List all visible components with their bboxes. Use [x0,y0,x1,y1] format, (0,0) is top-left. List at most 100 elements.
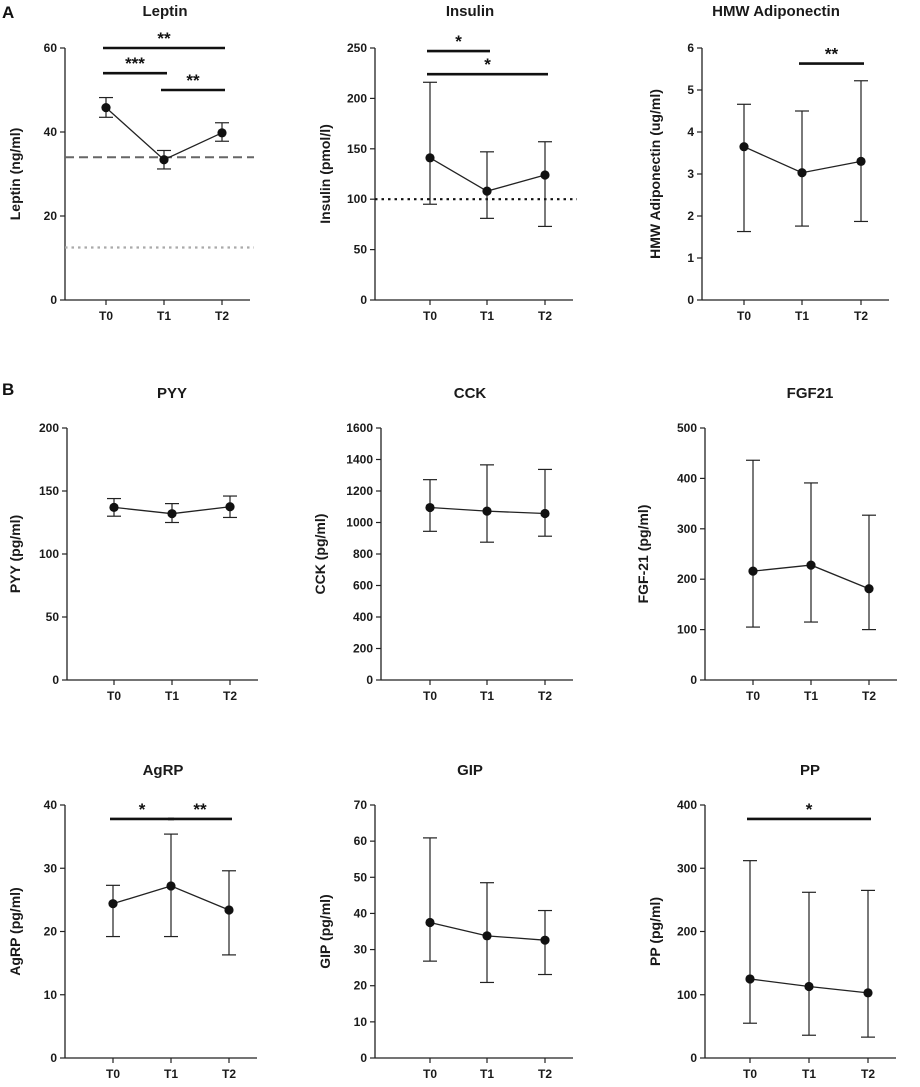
x-tick-label: T1 [164,1067,178,1081]
x-tick-label: T0 [737,309,751,323]
x-tick-label: T1 [480,309,494,323]
x-tick-label: T0 [99,309,113,323]
y-tick-label: 100 [347,192,367,206]
y-axis-label: GIP (pg/ml) [317,894,333,968]
y-tick-label: 300 [677,861,697,875]
y-tick-label: 200 [677,572,697,586]
y-tick-label: 0 [690,673,697,687]
chart-fgf21: FGF21 FGF-21 (pg/ml) 0 100 200 300 400 500 T0 T1 T… [635,385,897,703]
data-point-t1 [166,881,176,891]
y-axis-label: Leptin (ng/ml) [7,128,23,221]
y-tick-label: 50 [354,870,368,884]
y-tick-label: 40 [44,798,58,812]
x-tick-label: T0 [423,1067,437,1081]
data-point-t2 [540,935,550,945]
y-tick-label: 1200 [346,484,373,498]
chart-title: FGF21 [787,385,834,402]
y-tick-label: 200 [677,925,697,939]
panel-label-a: A [2,3,14,22]
y-axis-label: HMW Adiponectin (ug/ml) [647,89,663,259]
chart-title: PP [800,762,820,779]
y-tick-label: 20 [44,925,58,939]
chart-title: HMW Adiponectin [712,3,840,20]
chart-gip: GIP GIP (pg/ml) 0 10 20 30 40 50 60 70 T0 T1 T2 [317,762,573,1081]
y-tick-label: 70 [354,798,368,812]
chart-title: GIP [457,762,483,779]
significance-label: * [139,800,146,819]
y-tick-label: 0 [52,673,59,687]
y-tick-label: 60 [354,834,368,848]
y-tick-label: 250 [347,41,367,55]
data-point-t0 [101,103,111,113]
chart-title: Insulin [446,3,494,20]
data-point-t0 [425,153,435,163]
y-axis-label: PP (pg/ml) [647,897,663,966]
x-tick-label: T0 [743,1067,757,1081]
y-tick-label: 1400 [346,453,373,467]
data-point-t2 [224,905,234,915]
x-tick-label: T1 [157,309,171,323]
y-tick-label: 2 [687,209,694,223]
y-tick-label: 60 [44,41,58,55]
x-tick-label: T0 [746,689,760,703]
y-tick-label: 0 [50,1051,57,1065]
chart-hmw-adiponectin: HMW Adiponectin HMW Adiponectin (ug/ml) 0 1… [647,3,889,323]
y-tick-label: 400 [353,610,373,624]
data-point-t0 [109,502,119,512]
x-tick-label: T2 [215,309,229,323]
y-tick-label: 0 [690,1051,697,1065]
chart-cck: CCK CCK (pg/ml) 0 200 400 600 800 1000 1200 1400 1… [312,385,573,703]
data-point-t2 [856,156,866,166]
y-tick-label: 100 [39,547,59,561]
data-point-t1 [482,186,492,196]
y-tick-label: 100 [677,988,697,1002]
y-tick-label: 200 [353,642,373,656]
y-axis-label: AgRP (pg/ml) [7,887,23,975]
y-tick-label: 100 [677,623,697,637]
y-tick-label: 150 [39,484,59,498]
data-point-t0 [745,974,755,984]
chart-pyy: PYY PYY (pg/ml) 0 50 100 150 200 T0 T1 T2 [7,385,258,703]
y-tick-label: 50 [46,610,60,624]
y-tick-label: 300 [677,522,697,536]
significance-label: ** [157,29,171,48]
data-point-t0 [425,502,435,513]
x-tick-label: T2 [538,309,552,323]
x-tick-label: T0 [106,1067,120,1081]
y-tick-label: 0 [360,1051,367,1065]
data-point-t2 [540,170,550,180]
data-point-t1 [482,931,492,941]
data-point-t1 [482,506,492,516]
y-tick-label: 30 [354,943,368,957]
data-point-t0 [425,917,435,928]
chart-title: AgRP [143,762,184,779]
y-tick-label: 200 [39,421,59,435]
y-tick-label: 0 [360,293,367,307]
chart-pp: PP PP (pg/ml) 0 100 200 300 400 T0 T1 T2 * [647,762,896,1081]
y-tick-label: 500 [677,421,697,435]
y-tick-label: 30 [44,861,58,875]
x-tick-label: T2 [861,1067,875,1081]
x-tick-label: T2 [538,689,552,703]
y-tick-label: 50 [354,243,368,257]
y-tick-label: 20 [44,209,58,223]
data-point-t1 [804,981,814,992]
y-tick-label: 4 [687,125,694,139]
significance-label: * [806,800,813,819]
x-tick-label: T1 [802,1067,816,1081]
x-tick-label: T2 [223,689,237,703]
y-tick-label: 40 [44,125,58,139]
significance-label: * [484,55,491,74]
data-point-t2 [225,502,235,512]
y-tick-label: 200 [347,91,367,105]
y-tick-label: 3 [687,167,694,181]
y-tick-label: 400 [677,798,697,812]
chart-title: PYY [157,385,187,402]
significance-label: ** [186,71,200,90]
y-tick-label: 400 [677,471,697,485]
data-point-t2 [864,584,874,594]
y-tick-label: 1600 [346,421,373,435]
